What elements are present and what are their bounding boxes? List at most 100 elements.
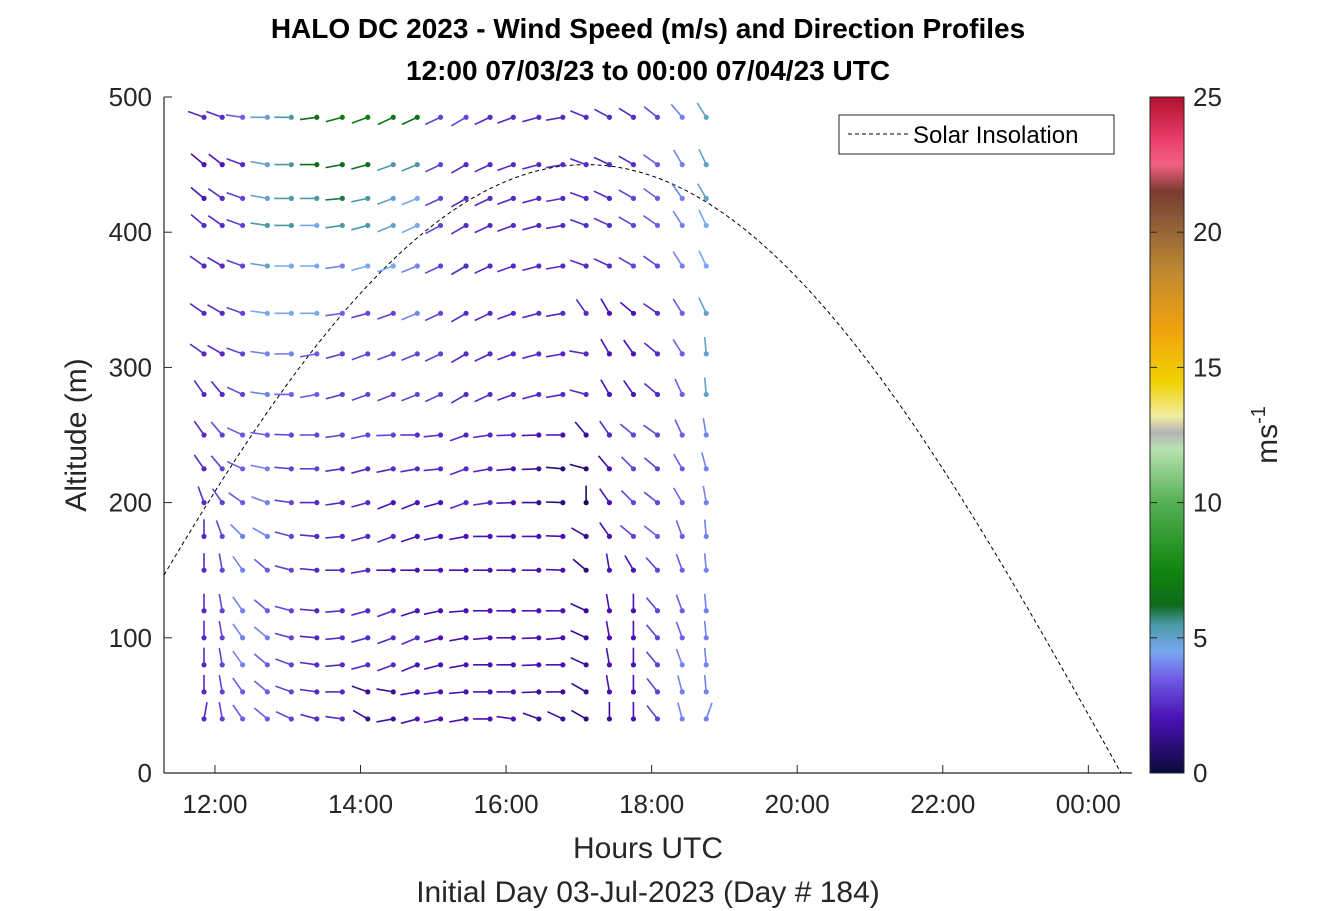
wind-barb-shaft: [250, 262, 268, 267]
wind-barb: [569, 218, 589, 229]
wind-barb: [253, 653, 270, 668]
wind-barb-dot: [583, 432, 589, 438]
wind-barb-dot: [240, 662, 246, 668]
wind-barb: [703, 377, 709, 398]
wind-barb-dot: [630, 195, 637, 201]
wind-barb-shaft: [253, 626, 268, 639]
wind-barb-dot: [240, 114, 246, 120]
wind-barb: [423, 635, 444, 643]
wind-barb: [521, 533, 542, 540]
wind-barb-dot: [437, 500, 444, 506]
wind-barb-shaft: [593, 156, 610, 166]
wind-barb-dot: [288, 533, 294, 540]
wind-barb-dot: [219, 689, 225, 695]
y-tick-label: 100: [109, 623, 152, 653]
wind-barb-dot: [487, 466, 493, 472]
wind-barb-dot: [201, 195, 207, 201]
wind-barb: [325, 222, 345, 229]
wind-barb-dot: [264, 432, 270, 438]
wind-barb-shaft: [211, 488, 223, 504]
wind-barb: [400, 466, 420, 473]
wind-barb-dot: [314, 567, 320, 573]
wind-barb-shaft: [424, 312, 441, 322]
wind-barb-dot: [679, 162, 685, 168]
wind-barb: [630, 620, 637, 641]
wind-barb: [274, 222, 294, 229]
wind-barb-dot: [314, 432, 320, 438]
wind-barb-shaft: [401, 393, 418, 402]
wind-barb: [702, 485, 709, 506]
wind-barb-dot: [630, 391, 637, 398]
wind-barb-dot: [264, 533, 270, 540]
wind-barb-shaft: [673, 149, 683, 166]
wind-barb-dot: [219, 533, 225, 540]
wind-barb-dot: [606, 263, 613, 269]
wind-barb-dot: [390, 195, 396, 201]
wind-barb: [570, 709, 589, 722]
wind-barb-shaft: [522, 712, 540, 720]
wind-barb: [351, 608, 371, 616]
wind-barb: [226, 427, 246, 438]
wind-barb-shaft: [618, 216, 634, 227]
wind-barb: [190, 153, 207, 168]
wind-barb: [643, 302, 661, 316]
wind-barb-shaft: [473, 637, 491, 641]
wind-barb: [594, 108, 613, 120]
wind-barb: [599, 488, 613, 506]
wind-barb-dot: [414, 533, 420, 540]
wind-barb: [593, 217, 613, 229]
wind-barb-shaft: [351, 197, 368, 203]
wind-barb-dot: [536, 114, 542, 120]
wind-barb-shaft: [571, 682, 587, 693]
wind-barb: [424, 391, 444, 403]
wind-barb-dot: [314, 533, 320, 540]
wind-barb: [605, 553, 613, 573]
wind-barb: [643, 491, 661, 506]
wind-barb-dot: [288, 466, 294, 472]
wind-barb: [189, 343, 207, 357]
wind-barb-shaft: [401, 197, 418, 206]
wind-barb-dot: [201, 533, 207, 540]
wind-barb-dot: [201, 263, 207, 269]
wind-barb: [232, 650, 246, 668]
wind-barb-shaft: [230, 523, 244, 537]
wind-barb-dot: [219, 466, 225, 472]
wind-barb-shaft: [522, 116, 540, 123]
wind-barb-dot: [414, 432, 420, 438]
wind-barb-shaft: [351, 312, 368, 319]
wind-barb: [218, 593, 225, 614]
wind-barb-dot: [414, 466, 420, 472]
wind-barb-shaft: [675, 648, 683, 666]
wind-barb-dot: [201, 310, 207, 316]
wind-barb: [643, 187, 661, 201]
wind-barb: [572, 558, 589, 573]
wind-barb-shaft: [423, 434, 441, 438]
wind-barb-dot: [463, 635, 469, 641]
wind-barb-shaft: [193, 380, 205, 395]
wind-barb-dot: [264, 466, 270, 472]
wind-barb-dot: [339, 567, 345, 573]
wind-barb: [210, 380, 225, 398]
wind-barb-shaft: [545, 466, 563, 470]
wind-barb-dot: [240, 310, 246, 316]
wind-barb-shaft: [377, 501, 394, 510]
wind-barb-dot: [606, 351, 613, 357]
wind-barb-shaft: [675, 553, 683, 571]
wind-barb-dot: [560, 222, 566, 229]
wind-barb-dot: [219, 567, 225, 573]
wind-barb-shaft: [545, 224, 563, 230]
wind-barb: [190, 213, 207, 229]
wind-barb-dot: [365, 222, 371, 229]
wind-barb-shaft: [351, 163, 368, 170]
wind-barb: [497, 263, 516, 273]
wind-barb-shaft: [672, 251, 683, 267]
wind-barb-dot: [288, 310, 294, 316]
wind-barb-shaft: [521, 468, 539, 471]
wind-barb: [376, 567, 396, 573]
wind-barb-shaft: [643, 302, 658, 314]
wind-barb-dot: [630, 608, 637, 614]
wind-barb-shaft: [299, 661, 317, 666]
wind-barb: [522, 310, 542, 319]
wind-barb-dot: [201, 432, 207, 438]
